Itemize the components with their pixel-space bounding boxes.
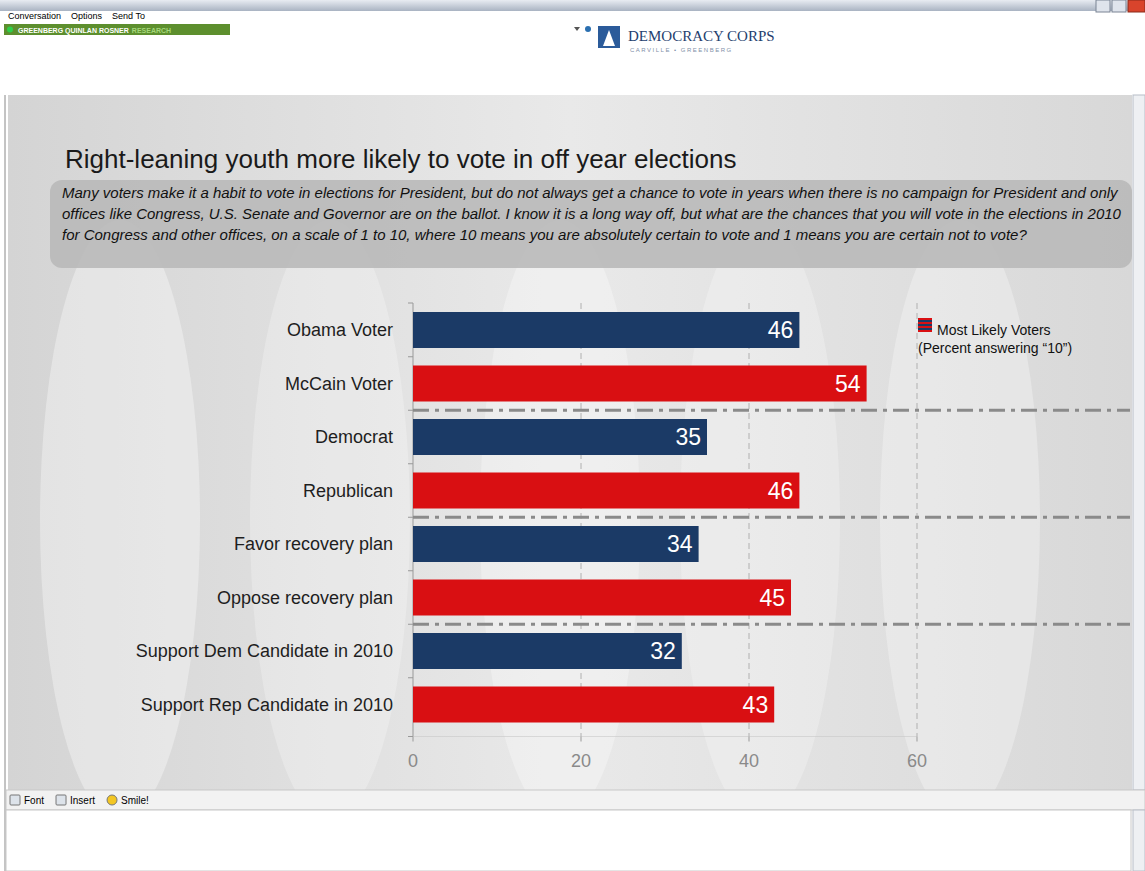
tick-mark <box>581 737 582 742</box>
toolbar-icon <box>10 795 20 805</box>
data-label: 35 <box>675 424 701 450</box>
bar <box>413 312 799 348</box>
status-dot <box>7 27 13 33</box>
category-label: Support Dem Candidate in 2010 <box>136 641 393 661</box>
input-area[interactable] <box>6 810 1131 871</box>
category-tick <box>408 517 413 518</box>
page: Conversation Options Send To GREENBERG QUIN… <box>0 0 1145 871</box>
tick-label: 0 <box>408 751 418 771</box>
question-line: for Congress and other offices, on a sca… <box>62 226 1027 243</box>
legend-line: (Percent answering “10”) <box>918 340 1072 356</box>
question-box <box>50 180 1132 268</box>
question-text: Many voters make it a habit to vote in e… <box>62 184 1122 243</box>
logo-shape <box>603 30 615 46</box>
bar <box>413 419 707 455</box>
menu-item[interactable]: Send To <box>112 11 145 21</box>
title-bar <box>0 0 1145 11</box>
toolbar-button[interactable]: Insert <box>70 795 95 806</box>
background-figure <box>480 220 640 820</box>
category-tick <box>408 624 413 625</box>
bars <box>413 312 867 723</box>
menu-item[interactable]: Options <box>71 11 103 21</box>
legend-swatch <box>918 318 932 332</box>
window-border <box>5 95 6 871</box>
category-label: Favor recovery plan <box>234 534 393 554</box>
toolbar-icon <box>107 795 117 805</box>
labels: Obama Voter 46 McCain Voter 54 Democrat 35 Rep… <box>136 317 861 718</box>
background-figure <box>880 220 1040 820</box>
category-label: Democrat <box>315 427 393 447</box>
category-tick <box>408 677 413 678</box>
data-label: 46 <box>768 478 794 504</box>
logo-text: DEMOCRACY CORPS <box>628 28 775 44</box>
input-scrollbar <box>1133 810 1145 871</box>
grid-line <box>917 303 918 737</box>
tick-mark <box>749 737 750 742</box>
tick-mark <box>917 737 918 742</box>
data-label: 46 <box>768 317 794 343</box>
category-tick <box>408 570 413 571</box>
scrollbar[interactable] <box>1133 95 1145 790</box>
data-label: 54 <box>835 371 861 397</box>
banner-text: GREENBERG QUINLAN ROSNER <box>18 27 129 35</box>
tick-label: 40 <box>739 751 759 771</box>
minimize-button[interactable] <box>1096 0 1110 12</box>
bar <box>413 526 699 562</box>
chart-title: Right-leaning youth more likely to vote … <box>65 144 737 174</box>
toolbar-button[interactable]: Smile! <box>121 795 149 806</box>
bar <box>413 580 791 616</box>
toolbar-icon <box>56 795 66 805</box>
category-tick <box>408 736 413 737</box>
group-separator <box>413 516 1130 519</box>
close-button[interactable] <box>1128 0 1145 12</box>
bar <box>413 473 799 509</box>
axis-line <box>413 736 917 737</box>
category-tick <box>408 463 413 464</box>
bar <box>413 687 774 723</box>
bar <box>413 366 867 402</box>
toolbar-button[interactable]: Font <box>24 795 44 806</box>
data-label: 34 <box>667 531 693 557</box>
category-tick <box>408 303 413 304</box>
question-line: offices like Congress, U.S. Senate and G… <box>62 205 1122 222</box>
category-tick <box>408 356 413 357</box>
category-label: McCain Voter <box>285 374 393 394</box>
banner-text: RESEARCH <box>132 27 171 34</box>
background-figure <box>250 220 410 820</box>
data-label: 45 <box>759 585 785 611</box>
data-label: 43 <box>743 692 769 718</box>
toolbar <box>6 790 1145 810</box>
dropdown-arrow <box>574 27 580 31</box>
question-line: Many voters make it a habit to vote in e… <box>62 184 1119 201</box>
banner-bar <box>4 24 230 35</box>
group-separator <box>413 623 1130 626</box>
logo-subtitle: CARVILLE • GREENBERG <box>630 47 733 53</box>
logo-icon <box>598 26 620 48</box>
status-dot <box>585 26 591 32</box>
menu-item[interactable]: Conversation <box>8 11 61 21</box>
category-label: Obama Voter <box>287 320 393 340</box>
maximize-button[interactable] <box>1112 0 1126 12</box>
background-figure <box>40 220 200 820</box>
category-label: Republican <box>303 481 393 501</box>
category-tick <box>408 410 413 411</box>
tick-label: 20 <box>571 751 591 771</box>
legend-line: Most Likely Voters <box>937 322 1051 338</box>
bar <box>413 633 682 669</box>
data-label: 32 <box>650 638 676 664</box>
category-label: Support Rep Candidate in 2010 <box>141 695 393 715</box>
group-separator <box>413 409 1130 412</box>
tick-label: 60 <box>907 751 927 771</box>
category-label: Oppose recovery plan <box>217 588 393 608</box>
background-figure <box>680 220 840 820</box>
tick-mark <box>413 737 414 742</box>
legend-text: Most Likely Voters (Percent answering “10… <box>918 322 1072 356</box>
